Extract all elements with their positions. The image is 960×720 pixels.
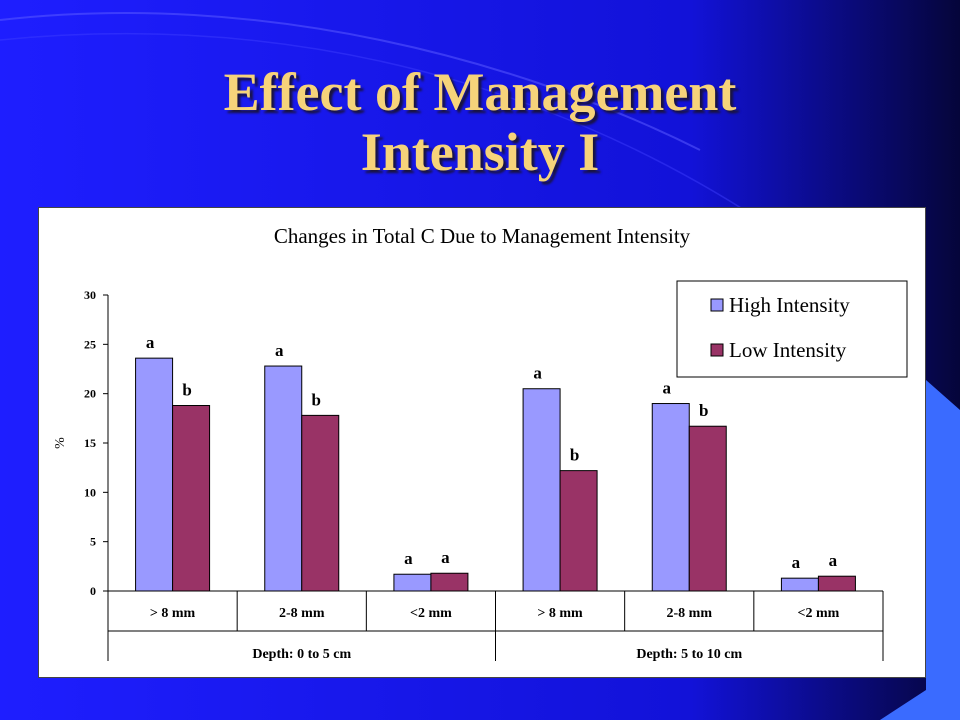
y-tick-label: 20 xyxy=(84,387,96,401)
bar-significance-label: a xyxy=(146,333,155,352)
legend-label: Low Intensity xyxy=(729,338,847,362)
legend-swatch xyxy=(710,298,724,312)
bar-significance-label: b xyxy=(699,401,708,420)
bar-significance-label: a xyxy=(404,549,413,568)
slide-title: Effect of Management Intensity I xyxy=(0,62,960,182)
y-tick-label: 0 xyxy=(90,584,96,598)
y-tick-label: 5 xyxy=(90,535,96,549)
bar-high xyxy=(522,388,561,592)
bar-significance-label: b xyxy=(570,446,579,465)
x-category-label: > 8 mm xyxy=(537,606,583,621)
bar-high xyxy=(264,365,303,592)
bar-low xyxy=(430,572,469,592)
bar-significance-label: a xyxy=(663,379,672,398)
bar-significance-label: a xyxy=(829,551,838,570)
y-tick-label: 30 xyxy=(84,288,96,302)
legend-box xyxy=(676,280,908,378)
y-tick-label: 10 xyxy=(84,485,96,499)
bar-significance-label: a xyxy=(275,341,284,360)
x-group-label: Depth: 5 to 10 cm xyxy=(636,647,742,662)
bar-significance-label: a xyxy=(533,364,542,383)
bar-high xyxy=(135,357,174,592)
y-tick-label: 15 xyxy=(84,436,96,450)
bar-significance-label: a xyxy=(441,548,450,567)
x-category-label: 2-8 mm xyxy=(667,606,713,621)
x-category-label: <2 mm xyxy=(410,606,452,621)
chart-legend: High Intensity Low Intensity xyxy=(676,280,908,378)
chart-title: Changes in Total C Due to Management Int… xyxy=(274,224,691,248)
y-axis-label: % xyxy=(53,437,68,449)
bar-high xyxy=(780,577,819,592)
bar-significance-label: a xyxy=(792,553,801,572)
bar-high xyxy=(393,573,432,592)
bar-low xyxy=(688,425,727,592)
bar-chart: Changes in Total C Due to Management Int… xyxy=(53,224,908,662)
x-category-label: > 8 mm xyxy=(150,606,196,621)
bar-low xyxy=(817,575,856,592)
x-category-label: <2 mm xyxy=(798,606,840,621)
x-category-label: 2-8 mm xyxy=(279,606,325,621)
legend-swatch xyxy=(710,343,724,357)
decorative-shape-right xyxy=(880,380,960,720)
slide-title-line1: Effect of Management xyxy=(223,62,737,122)
bar-significance-label: b xyxy=(182,381,191,400)
bar-low xyxy=(301,414,340,592)
bar-low xyxy=(172,405,211,592)
slide-title-line2: Intensity I xyxy=(360,122,600,182)
bar-high xyxy=(651,403,690,592)
bar-low xyxy=(559,470,598,592)
bar-significance-label: b xyxy=(312,390,321,409)
x-group-label: Depth: 0 to 5 cm xyxy=(252,647,351,662)
legend-label: High Intensity xyxy=(729,293,850,317)
y-tick-label: 25 xyxy=(84,337,96,351)
